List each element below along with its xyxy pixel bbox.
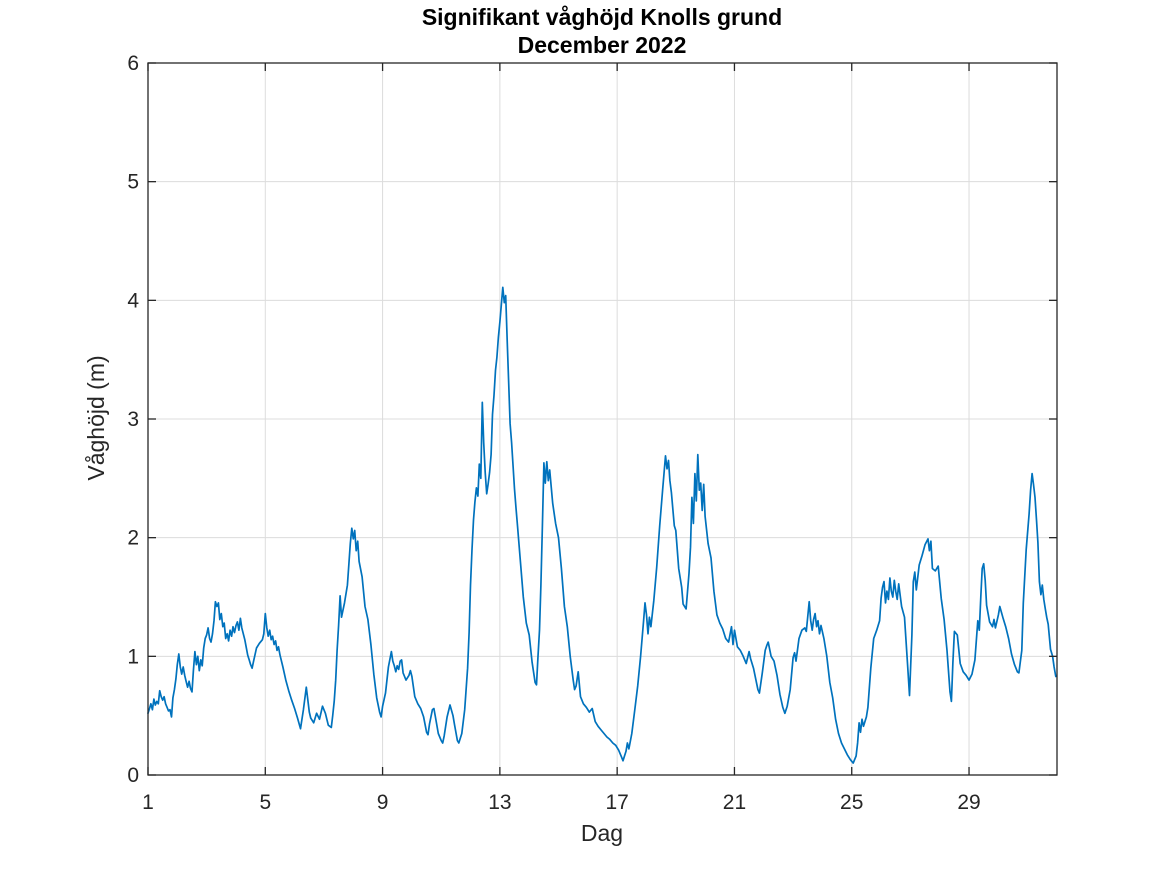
- x-tick-label: 5: [259, 791, 271, 814]
- y-tick-label: 6: [127, 52, 139, 75]
- y-tick-label: 2: [127, 527, 139, 550]
- chart-title: Signifikant våghöjd Knolls grund: [422, 4, 782, 30]
- x-tick-label: 13: [488, 791, 511, 814]
- x-tick-label: 29: [957, 791, 980, 814]
- chart-subtitle: December 2022: [518, 32, 687, 58]
- grid-layer: [148, 63, 1057, 775]
- x-tick-label: 17: [605, 791, 628, 814]
- x-axis-label: Dag: [581, 820, 623, 846]
- series-line: [147, 286, 1057, 764]
- x-tick-label: 1: [142, 791, 154, 814]
- plot-box: [147, 62, 1058, 776]
- y-tick-label: 0: [127, 764, 139, 787]
- y-tick-label: 3: [127, 408, 139, 431]
- y-tick-label: 1: [127, 645, 139, 668]
- y-tick-label: 4: [127, 289, 139, 312]
- x-tick-label: 9: [377, 791, 389, 814]
- x-tick-label: 21: [723, 791, 746, 814]
- axes-layer: [147, 62, 1058, 776]
- x-tick-label: 25: [840, 791, 863, 814]
- y-tick-label: 5: [127, 171, 139, 194]
- series-layer: [147, 286, 1057, 764]
- y-axis-label: Våghöjd (m): [83, 355, 109, 480]
